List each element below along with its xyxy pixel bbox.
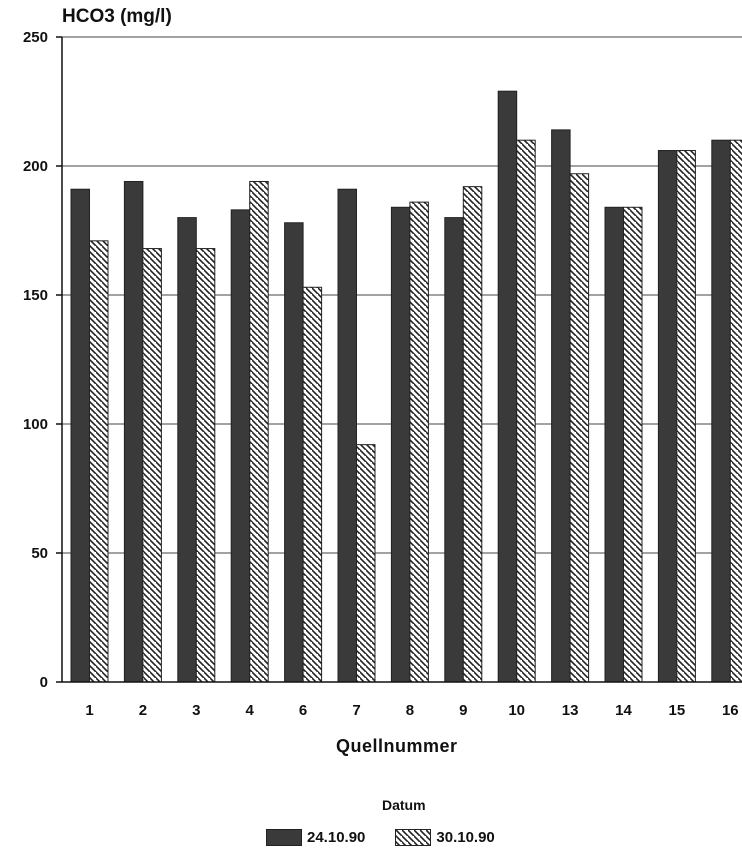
bar-2-quelle-16 bbox=[729, 139, 742, 683]
x-tick-label-14: 14 bbox=[615, 702, 632, 719]
bars bbox=[70, 90, 742, 683]
x-axis-title: Quellnummer bbox=[336, 736, 458, 756]
bar-1-quelle-8 bbox=[390, 206, 411, 683]
bar-1-quelle-16 bbox=[711, 139, 731, 683]
legend-label-series-1: 24.10.90 bbox=[307, 828, 366, 846]
bar-1-quelle-4 bbox=[230, 209, 251, 683]
y-tick-label-100: 100 bbox=[23, 416, 48, 433]
bar-2-quelle-7 bbox=[356, 444, 376, 683]
bar-1-quelle-2 bbox=[123, 180, 144, 683]
bar-1-quelle-7 bbox=[337, 188, 357, 683]
x-tick-label-1: 1 bbox=[85, 702, 93, 719]
bar-1-quelle-1 bbox=[70, 188, 90, 683]
legend-swatch-series-1 bbox=[266, 828, 302, 846]
legend-swatch-series-2 bbox=[395, 828, 432, 846]
bar-2-quelle-13 bbox=[569, 173, 590, 683]
bar-2-quelle-3 bbox=[195, 248, 216, 683]
legend: 24.10.90 30.10.90 bbox=[266, 826, 525, 848]
bar-1-quelle-9 bbox=[444, 217, 464, 683]
bar-2-quelle-10 bbox=[516, 139, 536, 683]
x-tick-label-4: 4 bbox=[246, 702, 255, 719]
x-tick-label-10: 10 bbox=[508, 702, 525, 719]
x-tick-label-6: 6 bbox=[299, 702, 307, 719]
bar-2-quelle-14 bbox=[623, 206, 643, 683]
y-axis-title: HCO3 (mg/l) bbox=[62, 6, 172, 27]
x-tick-label-16: 16 bbox=[722, 702, 739, 719]
bar-2-quelle-8 bbox=[409, 201, 429, 683]
bar-2-quelle-4 bbox=[249, 180, 269, 683]
bar-1-quelle-3 bbox=[177, 217, 197, 683]
bar-2-quelle-1 bbox=[89, 240, 109, 683]
y-tick-label-250: 250 bbox=[23, 29, 48, 46]
bar-2-quelle-15 bbox=[676, 150, 696, 683]
x-tick-label-15: 15 bbox=[669, 702, 686, 719]
legend-label-series-2: 30.10.90 bbox=[436, 828, 495, 846]
y-tick-label-200: 200 bbox=[23, 158, 48, 175]
bar-1-quelle-10 bbox=[497, 90, 518, 683]
x-tick-label-13: 13 bbox=[562, 702, 579, 719]
bar-1-quelle-15 bbox=[657, 150, 678, 683]
axes: 0 50 100 150 200 250 1 2 3 4 6 7 8 9 10 13 14 15 16 bbox=[23, 29, 742, 719]
x-tick-label-7: 7 bbox=[352, 702, 360, 719]
x-tick-label-3: 3 bbox=[192, 702, 200, 719]
legend-title: Datum bbox=[382, 797, 426, 813]
x-tick-label-2: 2 bbox=[139, 702, 147, 719]
bar-2-quelle-2 bbox=[142, 248, 162, 683]
x-tick-label-9: 9 bbox=[459, 702, 467, 719]
bar-2-quelle-6 bbox=[302, 286, 323, 683]
y-tick-label-150: 150 bbox=[23, 287, 48, 304]
x-tick-label-8: 8 bbox=[406, 702, 414, 719]
y-tick-label-50: 50 bbox=[31, 545, 48, 562]
bar-1-quelle-6 bbox=[284, 222, 304, 683]
bar-1-quelle-14 bbox=[604, 206, 624, 683]
y-tick-label-0: 0 bbox=[40, 674, 48, 691]
bar-1-quelle-13 bbox=[551, 129, 571, 683]
bar-2-quelle-9 bbox=[462, 186, 483, 683]
